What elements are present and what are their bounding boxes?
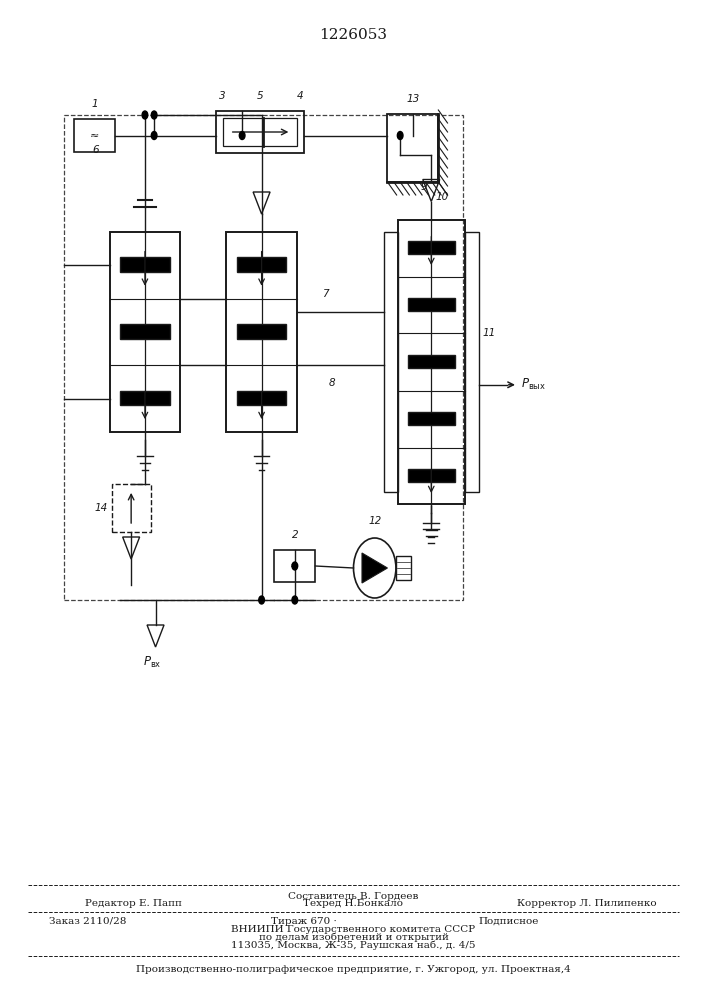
Text: 1226053: 1226053 — [320, 28, 387, 42]
Bar — [396, 556, 411, 580]
Circle shape — [259, 596, 264, 604]
Text: $P_{\rm вх}$: $P_{\rm вх}$ — [143, 655, 161, 670]
Bar — [120, 391, 170, 405]
Bar — [237, 391, 286, 405]
Bar — [74, 119, 115, 152]
Circle shape — [142, 111, 148, 119]
Bar — [408, 298, 455, 311]
Text: 9: 9 — [421, 182, 428, 192]
Bar — [216, 111, 304, 153]
Text: 12: 12 — [368, 516, 381, 526]
Text: ≈: ≈ — [290, 561, 300, 571]
Bar — [464, 232, 479, 492]
Bar — [383, 232, 397, 492]
Text: Заказ 2110/28: Заказ 2110/28 — [49, 916, 127, 926]
Text: по делам изобретений и открытий: по делам изобретений и открытий — [259, 932, 448, 942]
Circle shape — [239, 132, 245, 140]
Text: 11: 11 — [482, 328, 496, 338]
Bar — [120, 257, 170, 272]
Bar — [408, 241, 455, 254]
Bar — [120, 324, 170, 339]
Text: 8: 8 — [329, 378, 336, 388]
Circle shape — [151, 132, 157, 140]
Bar — [64, 115, 463, 600]
Text: Составитель В. Гордеев: Составитель В. Гордеев — [288, 892, 419, 901]
Bar — [387, 114, 438, 182]
Text: ВНИИПИ Государственного комитета СССР: ВНИИПИ Государственного комитета СССР — [231, 924, 476, 934]
Bar — [408, 469, 455, 482]
Text: 2: 2 — [291, 530, 298, 540]
Text: $P_{\rm вых}$: $P_{\rm вых}$ — [521, 377, 547, 392]
Text: 5: 5 — [257, 91, 263, 101]
Bar — [397, 220, 464, 504]
Text: Техред Н.Бонкало: Техред Н.Бонкало — [303, 898, 404, 908]
Circle shape — [151, 111, 157, 119]
Bar — [237, 324, 286, 339]
Bar — [226, 232, 297, 432]
Text: 10: 10 — [436, 192, 448, 202]
Text: 7: 7 — [322, 289, 329, 299]
Text: 4: 4 — [297, 91, 304, 101]
Text: Редактор Е. Папп: Редактор Е. Папп — [85, 898, 182, 908]
Bar — [112, 484, 151, 532]
Text: 6: 6 — [92, 145, 98, 155]
Circle shape — [292, 596, 298, 604]
Bar — [408, 412, 455, 425]
Text: 113035, Москва, Ж-35, Раушская наб., д. 4/5: 113035, Москва, Ж-35, Раушская наб., д. … — [231, 940, 476, 950]
Text: 3: 3 — [219, 91, 226, 101]
Text: 1: 1 — [91, 99, 98, 109]
Bar — [237, 257, 286, 272]
Text: Подписное: Подписное — [479, 916, 539, 926]
Polygon shape — [362, 553, 387, 583]
Bar — [274, 550, 315, 582]
Text: Производственно-полиграфическое предприятие, г. Ужгород, ул. Проектная,4: Производственно-полиграфическое предприя… — [136, 964, 571, 974]
Circle shape — [292, 562, 298, 570]
Bar — [223, 118, 297, 146]
Circle shape — [397, 132, 403, 140]
Text: Тираж 670 ·: Тираж 670 · — [271, 916, 337, 926]
Text: 14: 14 — [95, 503, 108, 513]
Bar — [408, 355, 455, 368]
Bar — [110, 232, 180, 432]
Text: Корректор Л. Пилипенко: Корректор Л. Пилипенко — [517, 898, 657, 908]
Text: 13: 13 — [407, 94, 419, 104]
Text: ≈: ≈ — [90, 131, 100, 141]
